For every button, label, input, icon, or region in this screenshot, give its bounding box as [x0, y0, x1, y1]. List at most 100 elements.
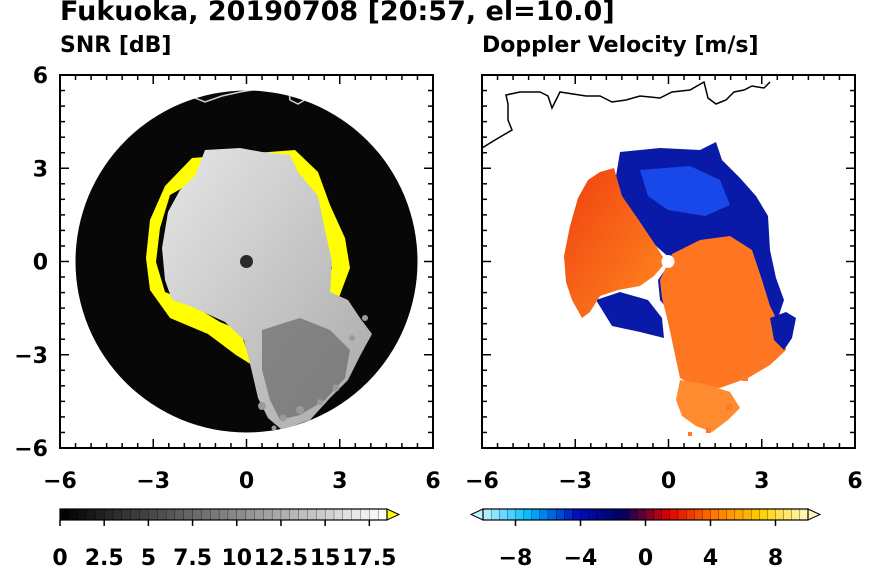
- snr-x-tick-label: −6: [43, 469, 77, 494]
- velocity-outbound-tail: [676, 380, 740, 432]
- velocity-colorbar-cell: [620, 508, 630, 521]
- snr-colorbar-tick-label: 15: [310, 546, 341, 570]
- snr-colorbar-cell: [271, 508, 282, 521]
- velocity-colorbar-cell: [799, 508, 809, 521]
- snr-x-tick-label: 6: [425, 469, 440, 494]
- velocity-colorbar-cell: [759, 508, 768, 521]
- velocity-colorbar-cell: [718, 508, 728, 521]
- velocity-colorbar-cell: [661, 508, 671, 521]
- snr-colorbar-cell: [236, 508, 247, 521]
- velocity-colorbar-cell: [726, 508, 736, 521]
- snr-colorbar-cell: [360, 508, 370, 521]
- velocity-colorbar: −8 −4 0 4 8: [469, 508, 822, 570]
- main-title: Fukuoka, 20190708 [20:57, el=10.0]: [60, 0, 615, 27]
- snr-colorbar-cell: [324, 508, 335, 521]
- velocity-colorbar-cell: [685, 508, 695, 521]
- snr-colorbar-cell: [298, 508, 309, 521]
- snr-colorbar-cell: [280, 508, 291, 521]
- snr-x-tick-label: −3: [136, 469, 170, 494]
- velocity-x-tick-label: 0: [661, 469, 676, 494]
- snr-colorbar-cell: [378, 508, 388, 521]
- velocity-inbound-east-edge: [770, 312, 796, 350]
- velocity-inbound-south: [596, 292, 664, 338]
- snr-panel-title: SNR [dB]: [60, 33, 172, 58]
- velocity-colorbar-cell: [653, 508, 663, 521]
- snr-colorbar-cell: [192, 508, 202, 521]
- velocity-colorbar-cell: [702, 508, 712, 521]
- snr-echo-fringe: [262, 318, 350, 420]
- velocity-coastline: [482, 80, 771, 149]
- snr-y-tick-label: 6: [33, 64, 48, 89]
- snr-colorbar-over-arrow: [386, 508, 401, 521]
- velocity-colorbar-cell: [482, 508, 492, 521]
- velocity-radar-site: [661, 255, 675, 268]
- snr-colorbar-cell: [333, 508, 344, 521]
- velocity-colorbar-cell: [791, 508, 801, 521]
- velocity-colorbar-cell: [750, 508, 760, 521]
- snr-colorbar-cell: [183, 508, 194, 521]
- velocity-panel-title: Doppler Velocity [m/s]: [482, 33, 759, 58]
- snr-colorbar-cell: [112, 508, 123, 521]
- snr-colorbar-cell: [369, 508, 379, 521]
- velocity-x-tick-label: 6: [847, 469, 862, 494]
- snr-colorbar-tick-label: 12.5: [254, 546, 308, 570]
- velocity-colorbar-tick-label: 4: [703, 546, 718, 570]
- velocity-colorbar-over-arrow: [807, 508, 822, 521]
- velocity-colorbar-cell: [596, 508, 606, 521]
- velocity-colorbar-cell: [507, 508, 517, 521]
- velocity-colorbar-cell: [572, 508, 582, 521]
- snr-colorbar-tick-label: 5: [141, 546, 156, 570]
- snr-colorbar-cell: [86, 508, 96, 521]
- velocity-inbound-core: [640, 166, 730, 216]
- snr-colorbar-cell: [289, 508, 300, 521]
- snr-colorbar-frame: [59, 508, 388, 521]
- velocity-colorbar-cell: [677, 508, 687, 521]
- snr-colorbar-tick-label: 17.5: [342, 546, 396, 570]
- velocity-colorbar-cell: [775, 508, 785, 521]
- snr-colorbar: 0 2.5 5 7.5 10 12.5 15 17.5: [52, 508, 401, 570]
- snr-axes: −6 −3 0 3 6 6 3 0 −3 −6: [14, 64, 440, 494]
- velocity-x-tick-label: 3: [754, 469, 769, 494]
- snr-y-tick-label: 0: [33, 251, 48, 276]
- snr-colorbar-cell: [148, 508, 158, 521]
- snr-colorbar-cell: [316, 508, 326, 521]
- velocity-colorbar-cell: [612, 508, 622, 521]
- snr-colorbar-tick-label: 0: [52, 546, 67, 570]
- snr-colorbar-cell: [263, 508, 273, 521]
- velocity-colorbar-cell: [564, 508, 573, 521]
- snr-saturated-region: [146, 150, 350, 365]
- snr-colorbar-cell: [59, 508, 70, 521]
- velocity-colorbar-cell: [783, 508, 793, 521]
- velocity-colorbar-cell: [637, 508, 647, 521]
- snr-radar-site: [240, 255, 253, 268]
- snr-colorbar-cell: [227, 508, 238, 521]
- snr-x-tick-label: 3: [332, 469, 347, 494]
- velocity-speckles: [688, 334, 771, 436]
- velocity-outbound-east: [660, 236, 786, 388]
- snr-colorbar-cell: [210, 508, 220, 521]
- velocity-colorbar-cell: [588, 508, 598, 521]
- snr-field: [75, 90, 418, 433]
- snr-x-tick-label: 0: [239, 469, 254, 494]
- velocity-colorbar-cell: [604, 508, 614, 521]
- snr-colorbar-cell: [130, 508, 141, 521]
- snr-y-tick-label: −6: [14, 437, 48, 462]
- snr-y-tick-label: 3: [33, 157, 48, 182]
- snr-y-tick-label: −3: [14, 344, 48, 369]
- velocity-colorbar-tick-label: 8: [768, 546, 783, 570]
- axes-layer: −6 −3 0 3 6 6 3 0 −3 −6 −6 −3 0 3 6: [14, 64, 862, 494]
- velocity-colorbar-tick-label: −8: [499, 546, 533, 570]
- snr-colorbar-cell: [157, 508, 167, 521]
- velocity-colorbar-cell: [694, 508, 703, 521]
- velocity-colorbar-cell: [710, 508, 720, 521]
- snr-colorbar-cell: [254, 508, 264, 521]
- snr-colorbar-cell: [165, 508, 176, 521]
- velocity-colorbar-cell: [490, 508, 500, 521]
- snr-colorbar-cell: [121, 508, 132, 521]
- velocity-colorbar-tick-label: 0: [638, 546, 653, 570]
- snr-colorbar-tick-label: 2.5: [85, 546, 124, 570]
- snr-colorbar-cell: [218, 508, 229, 521]
- snr-colorbar-cell: [104, 508, 114, 521]
- velocity-colorbar-cell: [645, 508, 655, 521]
- velocity-colorbar-cell: [734, 508, 744, 521]
